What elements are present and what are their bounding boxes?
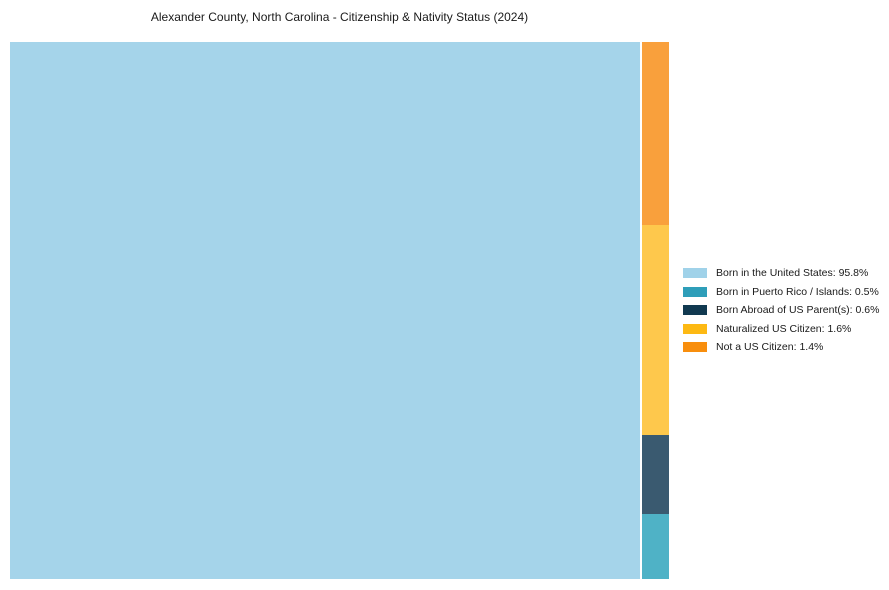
legend: Born in the United States: 95.8% Born in … <box>683 268 879 354</box>
legend-label: Born Abroad of US Parent(s): 0.6% <box>716 304 880 317</box>
legend-label: Born in the United States: 95.8% <box>716 267 869 279</box>
treemap-rect-born-abroad-of-us-parent-s <box>641 434 669 514</box>
legend-label: Naturalized US Citizen: 1.6% <box>716 322 852 335</box>
treemap-rect-born-in-the-united-states <box>10 42 641 579</box>
legend-swatch-icon <box>683 268 707 278</box>
treemap-rect-naturalized-us-citizen <box>641 225 669 435</box>
treemap-rect-born-in-puerto-rico-islands <box>641 513 669 579</box>
treemap-rect-not-a-us-citizen <box>641 42 669 226</box>
legend-item-naturalized-us-citizen: Naturalized US Citizen: 1.6% <box>683 324 879 334</box>
legend-swatch-icon <box>683 323 707 334</box>
legend-label: Born in Puerto Rico / Islands: 0.5% <box>716 285 879 298</box>
legend-swatch-icon <box>683 305 707 316</box>
treemap-chart <box>10 42 669 579</box>
legend-item-born-in-puerto-rico-islands: Born in Puerto Rico / Islands: 0.5% <box>683 285 879 298</box>
legend-item-born-abroad-of-us-parent-s: Born Abroad of US Parent(s): 0.6% <box>683 305 879 315</box>
legend-swatch-icon <box>683 342 707 353</box>
legend-item-born-in-the-united-states: Born in the United States: 95.8% <box>683 268 879 278</box>
chart-title: Alexander County, North Carolina - Citiz… <box>150 10 529 24</box>
legend-item-not-a-us-citizen: Not a US Citizen: 1.4% <box>683 341 879 354</box>
legend-label: Not a US Citizen: 1.4% <box>716 341 824 354</box>
legend-swatch-icon <box>683 286 707 297</box>
